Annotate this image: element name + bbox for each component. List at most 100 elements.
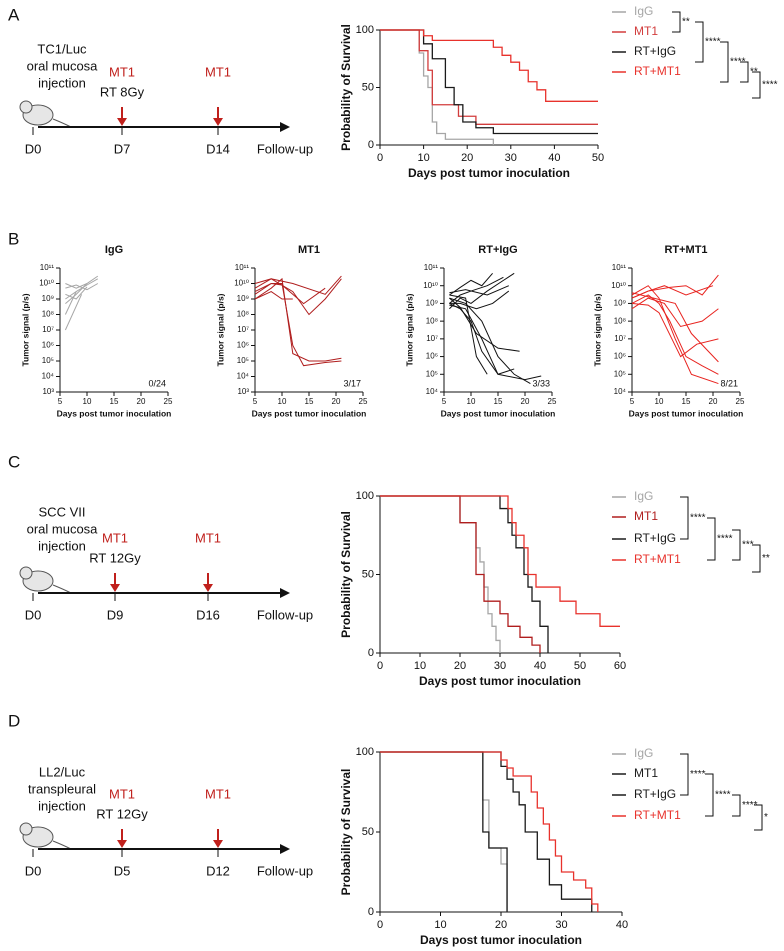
y-tick-label: 10⁵ [237, 356, 249, 365]
y-tick-label: 10⁹ [42, 294, 54, 303]
y-tick-label: 10⁹ [426, 299, 438, 308]
y-tick-label: 10⁵ [42, 356, 54, 365]
panel-label: A [8, 5, 20, 24]
y-tick-label: 10¹⁰ [234, 279, 249, 288]
significance-bracket [720, 41, 729, 83]
treatment-label: MT1 [109, 786, 135, 801]
y-tick-label: 10¹⁰ [423, 281, 438, 290]
treatment-label: MT1 [102, 530, 128, 545]
significance-label: ** [762, 553, 770, 564]
y-tick-label: 10⁵ [426, 369, 438, 378]
y-tick-label: 10⁴ [426, 387, 439, 396]
tumor-signal-line [254, 278, 342, 316]
x-axis-label: Days post tumor inoculation [441, 408, 556, 418]
x-tick-label: 25 [736, 397, 745, 406]
legend-label: RT+IgG [634, 44, 676, 58]
y-tick-label: 10⁶ [42, 341, 54, 350]
y-axis-label: Probability of Survival [339, 769, 353, 896]
day-label: D14 [206, 141, 230, 156]
y-tick-label: 50 [362, 81, 374, 93]
y-axis-label: Tumor signal (p/s) [215, 293, 225, 366]
mouse-tail [52, 118, 72, 128]
legend-label: MT1 [634, 24, 658, 38]
model-text: LL2/Luc [39, 764, 86, 779]
significance-bracket [752, 544, 761, 573]
tumor-signal-line [64, 291, 77, 315]
significance-bracket [707, 517, 716, 561]
significance-bracket [680, 753, 689, 796]
x-tick-label: 5 [630, 397, 635, 406]
significance-bracket [740, 61, 749, 83]
chart-title: IgG [105, 244, 123, 256]
x-tick-label: 20 [137, 397, 146, 406]
y-tick-label: 10⁶ [614, 352, 626, 361]
survival-curve [380, 29, 598, 135]
x-tick-label: 25 [359, 397, 368, 406]
x-tick-label: 10 [655, 397, 664, 406]
y-tick-label: 0 [368, 906, 374, 918]
significance-label: **** [715, 790, 731, 801]
tumor-signal-line [64, 294, 83, 331]
survival-curve [380, 29, 598, 125]
x-tick-label: 10 [434, 919, 446, 931]
radiation-label: RT 12Gy [89, 550, 141, 565]
significance-bracket [732, 794, 741, 817]
tumor-signal-line [631, 292, 719, 363]
tumor-signal-line [449, 302, 542, 381]
significance-label: **** [705, 37, 721, 48]
x-axis-label: Days post tumor inoculation [57, 408, 172, 418]
y-tick-label: 10⁴ [614, 387, 627, 396]
y-axis-label: Probability of Survival [339, 511, 353, 638]
tumor-signal-line [449, 272, 515, 310]
tumor-signal-line [449, 294, 488, 375]
x-tick-label: 15 [494, 397, 503, 406]
tumor-signal-line [631, 285, 714, 299]
timeline-arrowhead [280, 844, 290, 854]
tumor-signal-line [631, 274, 719, 299]
model-text: transpleural [28, 781, 96, 796]
tumor-signal-line [449, 297, 520, 352]
x-tick-label: 50 [592, 152, 604, 164]
y-tick-label: 10⁴ [42, 372, 55, 381]
legend-label: IgG [634, 746, 653, 760]
treatment-arrowhead [117, 118, 127, 126]
mouse-tail [52, 840, 72, 850]
survival-curve [380, 495, 549, 653]
x-tick-label: 60 [614, 660, 626, 672]
x-tick-label: 5 [58, 397, 63, 406]
radiation-label: RT 12Gy [96, 806, 148, 821]
x-tick-label: 10 [278, 397, 287, 406]
y-tick-label: 10⁸ [614, 316, 626, 325]
y-tick-label: 10⁷ [237, 325, 249, 334]
tumor-signal-line [631, 294, 719, 375]
y-tick-label: 10⁸ [426, 316, 438, 325]
y-axis-label: Probability of Survival [339, 24, 353, 151]
significance-bracket [732, 529, 741, 561]
timeline-arrowhead [280, 588, 290, 598]
model-text: injection [38, 75, 86, 90]
significance-label: **** [690, 769, 706, 780]
y-axis-label: Tumor signal (p/s) [592, 293, 602, 366]
y-tick-label: 10¹¹ [40, 263, 55, 272]
tumor-signal-line [631, 297, 719, 328]
legend-label: RT+MT1 [634, 64, 681, 78]
x-tick-label: 20 [461, 152, 473, 164]
y-tick-label: 10⁶ [237, 341, 249, 350]
y-tick-label: 100 [356, 24, 374, 36]
legend-label: MT1 [634, 509, 658, 523]
y-axis-label: Tumor signal (p/s) [404, 293, 414, 366]
follow-up-label: Follow-up [257, 141, 313, 156]
y-tick-label: 10¹¹ [424, 263, 439, 272]
day-label: D16 [196, 607, 220, 622]
x-tick-label: 0 [377, 919, 383, 931]
x-tick-label: 5 [253, 397, 258, 406]
x-tick-label: 15 [682, 397, 691, 406]
day-label: D9 [107, 607, 124, 622]
x-axis-label: Days post tumor inoculation [419, 674, 581, 688]
tumor-signal-line [449, 290, 510, 310]
survival-curve [380, 495, 620, 627]
y-tick-label: 10⁷ [42, 325, 54, 334]
y-tick-label: 10⁹ [614, 299, 626, 308]
model-text: SCC VII [39, 504, 86, 519]
